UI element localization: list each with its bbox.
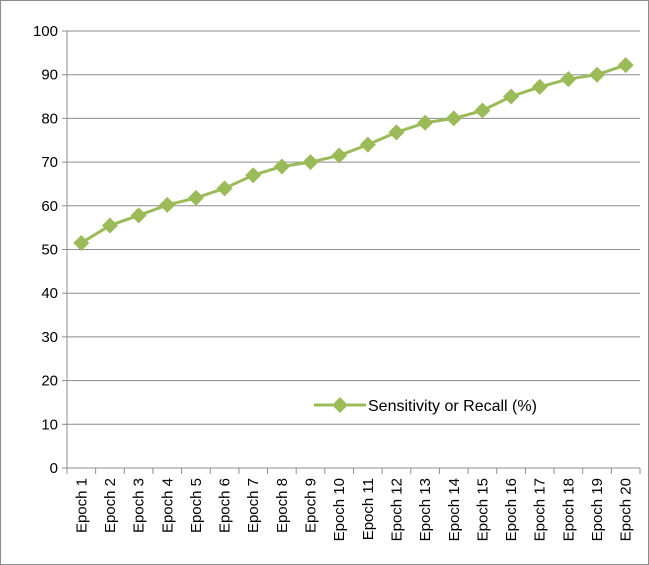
data-point — [302, 154, 319, 171]
x-tick-label: Epoch 6 — [217, 478, 234, 533]
x-tick-label: Epoch 5 — [188, 478, 205, 533]
data-point — [101, 217, 118, 234]
y-tick-label: 30 — [41, 329, 58, 346]
data-point — [503, 88, 520, 105]
x-tick-label: Epoch 17 — [532, 478, 549, 541]
data-point — [560, 71, 577, 88]
y-tick-label: 40 — [41, 285, 58, 302]
x-tick-label: Epoch 3 — [131, 478, 148, 533]
x-axis-ticks: Epoch 1 Epoch 2 Epoch 3 Epoch 4 Epoch 5 Epoch… — [66, 468, 641, 541]
data-point — [331, 147, 348, 164]
data-point — [159, 196, 176, 213]
x-tick-label: Epoch 16 — [503, 478, 520, 541]
legend-label: Sensitivity or Recall (%) — [368, 398, 537, 415]
y-tick-label: 10 — [41, 416, 58, 433]
y-tick-label: 80 — [41, 110, 58, 127]
data-point — [417, 114, 434, 131]
x-tick-label: Epoch 15 — [474, 478, 491, 541]
y-tick-label: 90 — [41, 67, 58, 84]
data-point — [187, 189, 204, 206]
x-tick-label: Epoch 8 — [274, 478, 291, 533]
y-tick-label: 100 — [33, 23, 58, 40]
x-tick-label: Epoch 12 — [388, 478, 405, 541]
x-tick-label: Epoch 11 — [360, 478, 377, 540]
data-point — [359, 136, 376, 153]
data-point — [216, 180, 233, 197]
y-tick-label: 60 — [41, 198, 58, 215]
data-point — [273, 158, 290, 175]
gridlines — [67, 30, 640, 425]
data-point — [617, 57, 634, 74]
data-point — [445, 110, 462, 127]
x-tick-label: Epoch 19 — [589, 478, 606, 541]
data-point — [531, 78, 548, 95]
x-tick-label: Epoch 13 — [417, 478, 434, 541]
series-line — [80, 63, 627, 245]
x-tick-label: Epoch 4 — [159, 478, 176, 533]
y-tick-label: 50 — [41, 242, 58, 259]
data-point — [474, 102, 491, 119]
y-tick-label: 70 — [41, 154, 58, 171]
legend-diamond-marker — [332, 397, 348, 413]
x-tick-label: Epoch 2 — [102, 478, 119, 533]
y-tick-label: 0 — [50, 460, 58, 477]
legend: Sensitivity or Recall (%) — [314, 397, 537, 415]
data-point — [73, 234, 90, 251]
y-tick-label: 20 — [41, 373, 58, 390]
x-tick-label: Epoch 9 — [303, 478, 320, 533]
x-tick-label: Epoch 18 — [560, 478, 577, 541]
x-tick-label: Epoch 20 — [618, 478, 635, 541]
x-tick-label: Epoch 7 — [245, 478, 262, 533]
y-axis-ticks: 0 10 20 30 40 50 60 70 80 90 100 — [33, 23, 67, 477]
data-point — [245, 167, 262, 184]
x-tick-label: Epoch 1 — [73, 478, 90, 533]
data-point — [388, 124, 405, 141]
x-tick-label: Epoch 14 — [446, 478, 463, 541]
series-layer — [73, 57, 634, 251]
x-tick-label: Epoch 10 — [331, 478, 348, 541]
data-point — [130, 207, 147, 224]
data-point — [589, 66, 606, 83]
